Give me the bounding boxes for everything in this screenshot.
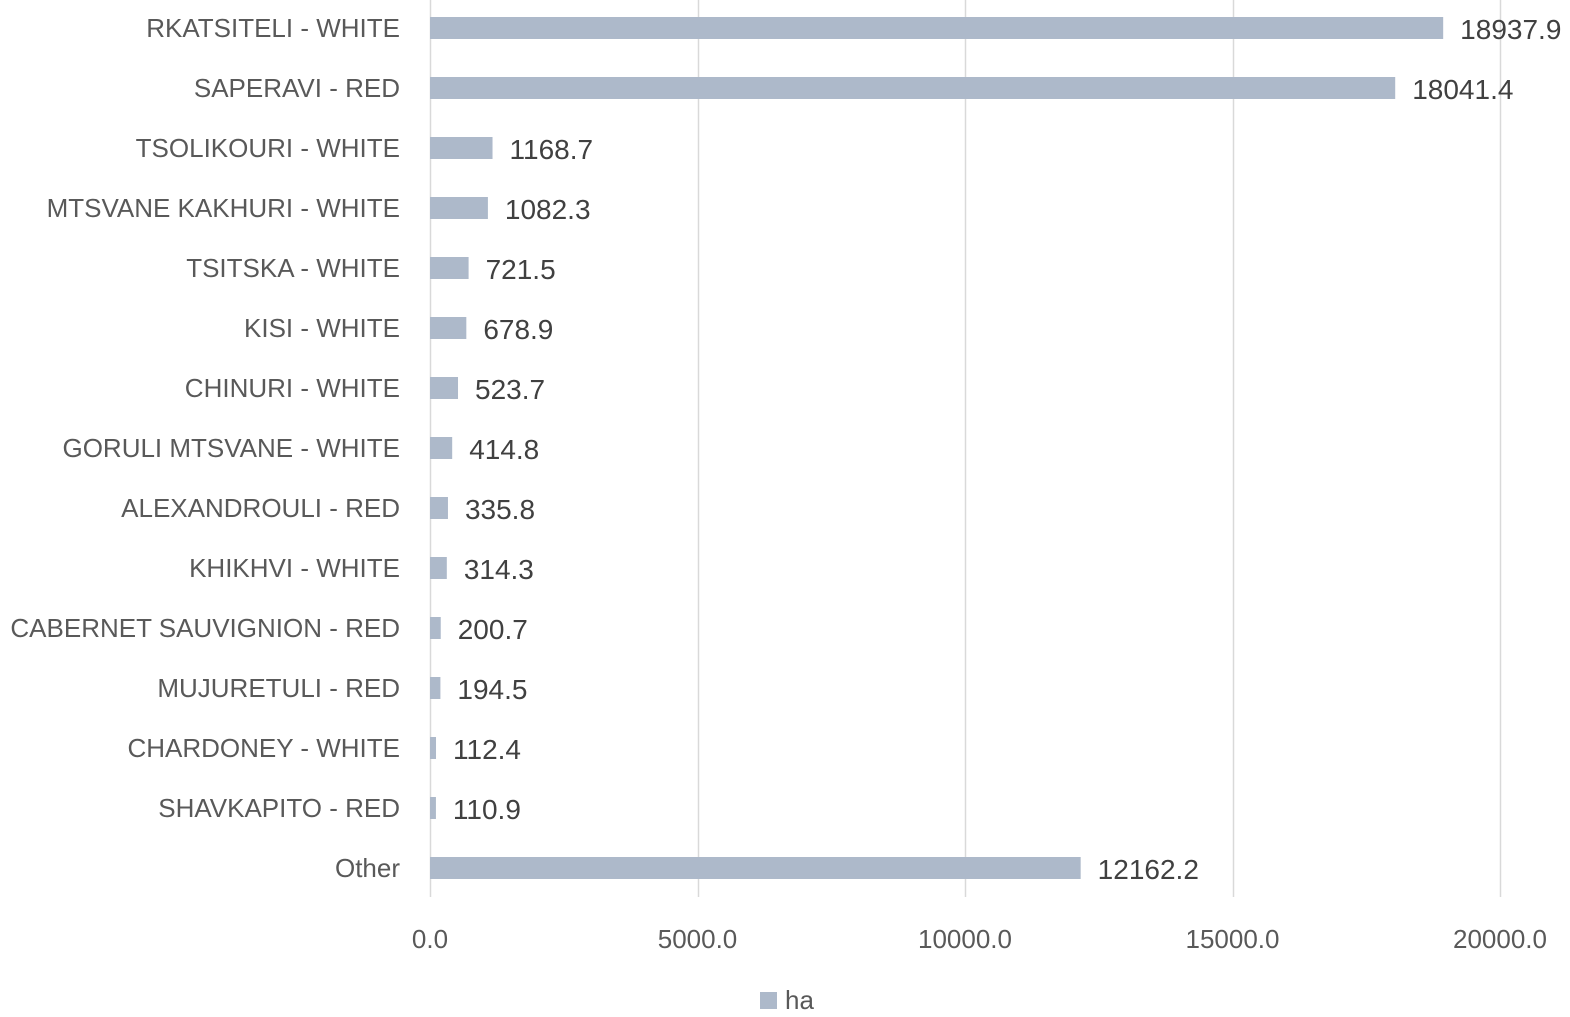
legend-swatch (760, 991, 777, 1009)
data-label: 721.5 (486, 254, 556, 285)
category-label: RKATSITELI - WHITE (146, 13, 400, 43)
category-label: SAPERAVI - RED (194, 73, 400, 103)
legend: ha (760, 983, 814, 1017)
category-label: GORULI MTSVANE - WHITE (62, 433, 400, 463)
data-label: 194.5 (457, 674, 527, 705)
category-label: SHAVKAPITO - RED (158, 793, 400, 823)
bar (430, 77, 1396, 99)
bar (430, 557, 447, 579)
data-label: 112.4 (453, 734, 521, 765)
x-tick-label: 10000.0 (918, 924, 1012, 954)
category-label: CHARDONEY - WHITE (127, 733, 400, 763)
data-label: 414.8 (469, 434, 539, 465)
category-label: KHIKHVI - WHITE (189, 553, 400, 583)
category-label: MTSVANE KAKHURI - WHITE (47, 193, 400, 223)
bar (430, 437, 453, 459)
category-label: MUJURETULI - RED (157, 673, 400, 703)
bar (430, 317, 467, 339)
data-label: 18041.4 (1412, 74, 1513, 105)
category-label: TSITSKA - WHITE (186, 253, 400, 283)
bar (430, 257, 469, 279)
x-tick-label: 5000.0 (658, 924, 738, 954)
data-label: 1082.3 (505, 194, 591, 225)
category-label: KISI - WHITE (244, 313, 400, 343)
data-label: 523.7 (475, 374, 545, 405)
data-label: 335.8 (465, 494, 535, 525)
bar (430, 677, 441, 699)
x-tick-label: 20000.0 (1453, 924, 1547, 954)
x-tick-label: 0.0 (412, 924, 448, 954)
bar (430, 617, 441, 639)
category-label: CABERNET SAUVIGNION - RED (10, 613, 400, 643)
bar (430, 377, 459, 399)
data-label: 200.7 (458, 614, 528, 645)
bar (430, 17, 1444, 39)
data-label: 1168.7 (510, 134, 594, 165)
bar (430, 857, 1081, 879)
category-label: TSOLIKOURI - WHITE (136, 133, 400, 163)
x-tick-label: 15000.0 (1186, 924, 1280, 954)
bar (430, 797, 436, 819)
category-label: Other (335, 853, 400, 883)
legend-label: ha (785, 984, 814, 1015)
data-label: 18937.9 (1460, 14, 1561, 45)
data-label: 110.9 (453, 794, 521, 825)
bar (430, 497, 448, 519)
data-label: 678.9 (483, 314, 553, 345)
category-label: ALEXANDROULI - RED (121, 493, 400, 523)
data-label: 12162.2 (1098, 854, 1199, 885)
bar (430, 137, 493, 159)
bar (430, 197, 488, 219)
bar (430, 737, 437, 759)
data-label: 314.3 (464, 554, 534, 585)
category-label: CHINURI - WHITE (185, 373, 400, 403)
